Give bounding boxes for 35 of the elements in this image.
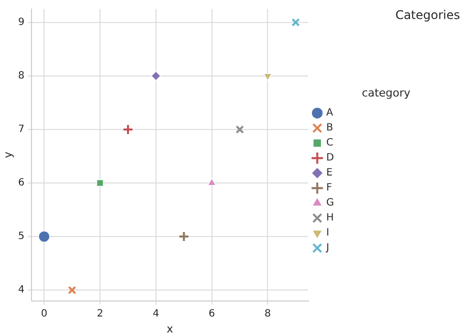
x-tick-label: 0 [40, 308, 48, 320]
point [291, 18, 300, 27]
point [208, 178, 216, 186]
point [178, 231, 190, 242]
y-tick-label: 5 [18, 231, 25, 242]
text: Categories [395, 8, 460, 22]
legend-label: D [326, 152, 334, 164]
legend-label: H [326, 212, 334, 224]
legend-label: I [326, 228, 330, 239]
legend-title: category [362, 86, 411, 100]
y-tick-label: 9 [18, 16, 25, 28]
y-tick-label: 4 [18, 284, 25, 296]
legend-label: E [326, 168, 333, 179]
y-tick-label: 8 [18, 70, 25, 82]
point [68, 286, 76, 294]
y-tick-label: 7 [18, 124, 25, 136]
x-axis-title: x [166, 322, 174, 336]
x-tick-label: 6 [208, 308, 216, 320]
legend-label: C [326, 138, 334, 149]
legend-label: G [326, 198, 334, 209]
point [151, 71, 161, 81]
x-tick-label: 4 [152, 308, 160, 320]
point [236, 125, 244, 134]
legend-label: J [325, 242, 330, 254]
y-tick-label: 6 [18, 178, 25, 189]
legend-label: B [326, 122, 334, 134]
point [264, 73, 272, 81]
y-axis-title: y [1, 151, 14, 158]
point [38, 230, 50, 242]
point [122, 124, 134, 135]
x-tick-label: 2 [96, 308, 104, 320]
point [96, 180, 104, 186]
legend-label: A [326, 108, 334, 119]
legend-label: F [326, 182, 332, 194]
x-tick-label: 8 [264, 308, 271, 320]
